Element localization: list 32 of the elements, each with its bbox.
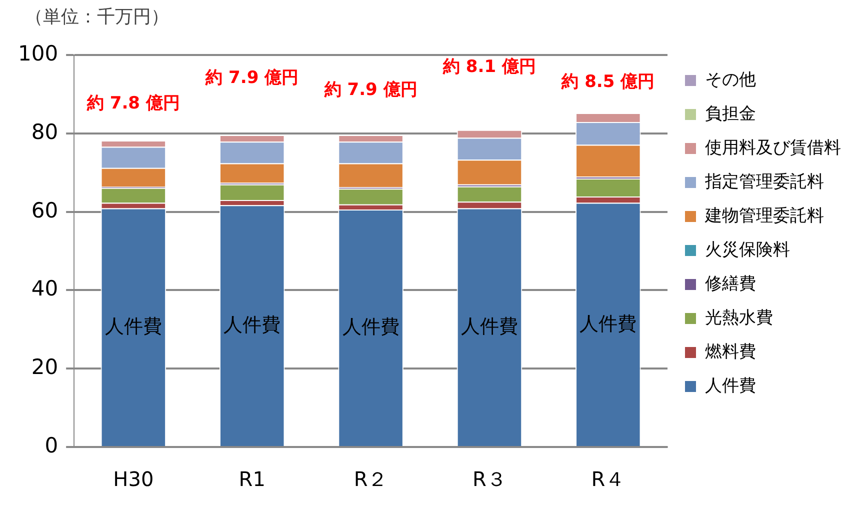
annotation: 人件費 <box>460 316 518 338</box>
legend-label: 光熱水費 <box>705 308 773 328</box>
legend-label: 負担金 <box>705 104 756 124</box>
x-tick-label: R４ <box>591 467 626 492</box>
legend-label: 燃料費 <box>705 342 756 362</box>
legend-label: 指定管理委託料 <box>704 172 824 192</box>
legend-label: 建物管理委託料 <box>704 206 824 226</box>
legend-label: 使用料及び賃借料 <box>705 138 841 158</box>
x-tick-label: R３ <box>472 467 506 492</box>
y-tick-label: 20 <box>31 355 58 380</box>
total-label: 約 7.9 億円 <box>323 80 418 100</box>
legend-label: 修繕費 <box>705 274 756 294</box>
y-tick-label: 60 <box>31 198 58 222</box>
annotation: 人件費 <box>580 312 637 335</box>
legend-label: その他 <box>705 70 756 90</box>
y-tick-label: 40 <box>31 276 58 301</box>
total-label: 約 8.1 億円 <box>442 56 536 77</box>
annotation: 人件費 <box>224 314 281 336</box>
annotation: 人件費 <box>104 316 162 338</box>
y-tick-label: 80 <box>31 120 58 144</box>
total-label: 約 8.5 億円 <box>560 72 655 92</box>
x-tick-label: H30 <box>113 467 154 492</box>
legend-label: 人件費 <box>705 376 756 396</box>
total-label: 約 7.9 億円 <box>204 68 299 88</box>
annotation: 人件費 <box>342 316 400 338</box>
total-label: 約 7.8 億円 <box>86 93 180 114</box>
y-tick-label: 0 <box>44 433 58 458</box>
x-tick-label: R1 <box>238 467 266 492</box>
legend-label: 火災保険料 <box>705 240 790 260</box>
x-tick-label: R２ <box>354 467 388 492</box>
y-tick-label: 100 <box>18 41 58 66</box>
y-axis-title: （単位：千万円） <box>25 6 169 28</box>
